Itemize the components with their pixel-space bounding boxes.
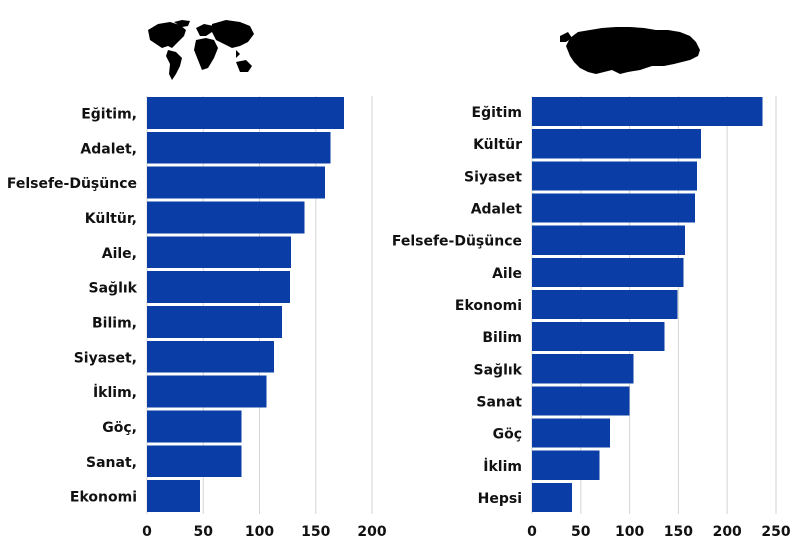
- bar: [532, 129, 701, 159]
- category-label: Kültür,: [85, 211, 137, 227]
- bar: [147, 306, 282, 338]
- category-label: Sağlık: [474, 362, 523, 378]
- category-label: Adalet: [471, 202, 523, 218]
- category-label: Hepsi: [478, 491, 522, 507]
- bar: [532, 193, 695, 223]
- category-label: Göç,: [102, 420, 137, 436]
- category-label: Sağlık: [89, 281, 138, 297]
- bar: [147, 410, 242, 443]
- bar: [147, 340, 275, 373]
- x-tick-label: 100: [245, 524, 274, 540]
- world-topics-chart: 0 50 100 150 200 Eğitim, Adalet, Felsefe-Düşünc…: [7, 96, 387, 540]
- bar: [147, 201, 305, 234]
- category-label: Göç: [493, 427, 522, 443]
- x-tick-label: 200: [357, 524, 386, 540]
- category-label: Adalet,: [80, 141, 137, 157]
- category-label: Felsefe-Düşünce: [392, 234, 522, 250]
- bar: [532, 418, 611, 448]
- category-label: Kültür: [473, 137, 522, 153]
- bar: [532, 386, 630, 416]
- bar: [532, 257, 684, 287]
- bar: [532, 225, 686, 255]
- category-label: Eğitim: [472, 105, 522, 121]
- bar: [147, 236, 291, 269]
- category-label: Bilim: [482, 330, 522, 346]
- category-label: Siyaset: [464, 169, 522, 185]
- x-tick-label: 0: [142, 524, 152, 540]
- x-tick-label: 250: [761, 524, 790, 540]
- bar: [147, 375, 267, 408]
- bar: [147, 480, 200, 512]
- bar: [147, 166, 325, 199]
- bar: [147, 445, 242, 478]
- bar: [532, 322, 665, 352]
- bar: [532, 97, 763, 127]
- x-tick-label: 0: [527, 524, 537, 540]
- turkey-map-icon: [560, 27, 700, 74]
- x-tick-label: 100: [615, 524, 644, 540]
- category-label: Ekonomi: [70, 490, 137, 506]
- bar: [532, 289, 678, 320]
- category-label: İklim: [483, 458, 522, 475]
- bar: [532, 482, 573, 512]
- turkey-topics-chart: 0 50 100 150 200 250 Eğitim Kültür Siyaset Adalet…: [392, 96, 791, 540]
- category-label: İklim,: [93, 384, 137, 401]
- x-tick-label: 200: [713, 524, 742, 540]
- bar: [147, 97, 344, 129]
- category-label: Eğitim,: [81, 106, 137, 122]
- category-label: Aile,: [102, 246, 137, 262]
- bar: [147, 271, 290, 303]
- category-label: Felsefe-Düşünce: [7, 176, 137, 192]
- category-label: Sanat,: [86, 455, 137, 471]
- x-tick-label: 50: [571, 524, 591, 540]
- x-tick-label: 150: [664, 524, 693, 540]
- category-label: Sanat: [476, 394, 522, 410]
- category-label: Siyaset,: [74, 350, 137, 366]
- bar: [532, 354, 634, 384]
- category-label: Ekonomi: [455, 298, 522, 314]
- bar: [147, 131, 331, 164]
- bar: [532, 161, 697, 191]
- category-label: Bilim,: [92, 315, 137, 331]
- x-tick-label: 150: [301, 524, 330, 540]
- world-map-icon: [148, 20, 254, 80]
- bar: [532, 450, 600, 480]
- x-tick-label: 50: [194, 524, 214, 540]
- category-label: Aile: [492, 266, 522, 282]
